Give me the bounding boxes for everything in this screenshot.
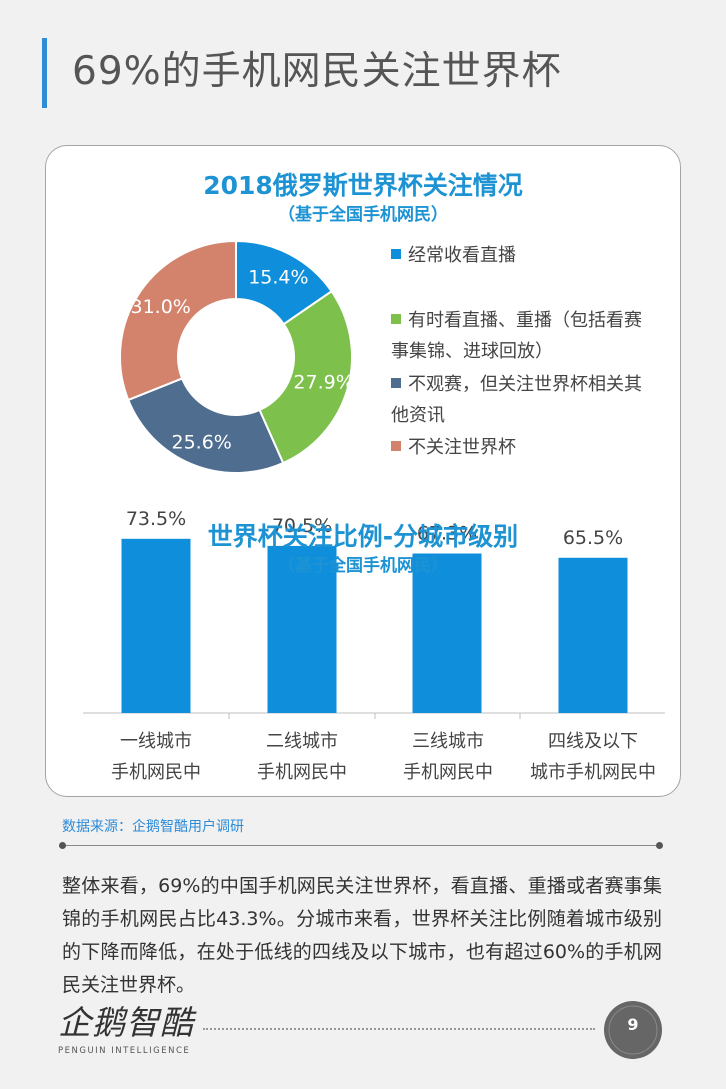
section-divider [59, 842, 663, 849]
bar-chart-title: 世界杯关注比例-分城市级别 [207, 522, 519, 551]
category-label-line2: 手机网民中 [403, 762, 493, 783]
pie-slice [258, 289, 353, 465]
category-label-line1: 三线城市 [412, 731, 484, 752]
category-label-line1: 一线城市 [120, 731, 192, 752]
brand-logo-subtitle: PENGUIN INTELLIGENCE [58, 1046, 191, 1056]
legend-label: 不观赛，但关注世界杯相关其他资讯 [391, 374, 642, 426]
legend-item-sometimes: 有时看直播、重播（包括看赛事集锦、进球回放） [391, 305, 656, 367]
legend-item-not-follow: 不关注世界杯 [391, 432, 516, 463]
pie-slice-label: 31.0% [131, 296, 191, 318]
legend-swatch [391, 249, 401, 259]
bar [121, 538, 191, 713]
bar-chart-subtitle: （基于全国手机网民） [278, 556, 448, 576]
pie-chart-subtitle: （基于全国手机网民） [278, 205, 448, 225]
legend-item-watch-live: 经常收看直播 [391, 240, 516, 271]
category-label-tier4: 四线及以下 城市手机网民中 [520, 726, 666, 788]
pie-chart-title: 2018俄罗斯世界杯关注情况 [203, 171, 523, 200]
pie-slice [119, 239, 237, 402]
divider-dot [59, 842, 66, 849]
bar-value-label: 67.3% [417, 522, 477, 544]
category-label-line2: 手机网民中 [111, 762, 201, 783]
bar [412, 553, 482, 713]
pie-slice [126, 377, 285, 474]
pie-slice-label: 27.9% [293, 372, 353, 394]
pie-slice-label: 15.4% [248, 266, 308, 288]
bar [267, 545, 337, 713]
legend-swatch [391, 378, 401, 388]
divider-dot [656, 842, 663, 849]
legend-swatch [391, 441, 401, 451]
pie-slice-label: 25.6% [171, 431, 231, 453]
legend-label: 经常收看直播 [408, 245, 516, 266]
legend-swatch [391, 314, 401, 324]
bar [558, 557, 628, 713]
page-title: 69%的手机网民关注世界杯 [72, 49, 562, 94]
footer-dotted-line [203, 1028, 595, 1030]
category-label-tier2: 二线城市 手机网民中 [229, 726, 375, 788]
bar-value-label: 73.5% [126, 508, 186, 530]
bar-value-label: 70.5% [272, 515, 332, 537]
category-label-line2: 手机网民中 [257, 762, 347, 783]
brand-logo: 企鹅智酷 [58, 1003, 194, 1042]
category-label-line1: 二线城市 [266, 731, 338, 752]
legend-item-follow-only: 不观赛，但关注世界杯相关其他资讯 [391, 369, 656, 431]
category-label-tier3: 三线城市 手机网民中 [375, 726, 521, 788]
legend-label: 不关注世界杯 [408, 437, 516, 458]
legend-label: 有时看直播、重播（包括看赛事集锦、进球回放） [391, 310, 642, 362]
bar-value-label: 65.5% [563, 527, 623, 549]
category-label-line1: 四线及以下 [548, 731, 638, 752]
category-label-tier1: 一线城市 手机网民中 [83, 726, 229, 788]
title-accent-bar [42, 38, 47, 108]
category-label-line2: 城市手机网民中 [530, 762, 656, 783]
data-source-note: 数据来源：企鹅智酷用户调研 [62, 819, 244, 835]
page-number: 9 [627, 1015, 639, 1034]
summary-paragraph: 整体来看，69%的中国手机网民关注世界杯，看直播、重播或者赛事集锦的手机网民占比… [62, 875, 662, 996]
